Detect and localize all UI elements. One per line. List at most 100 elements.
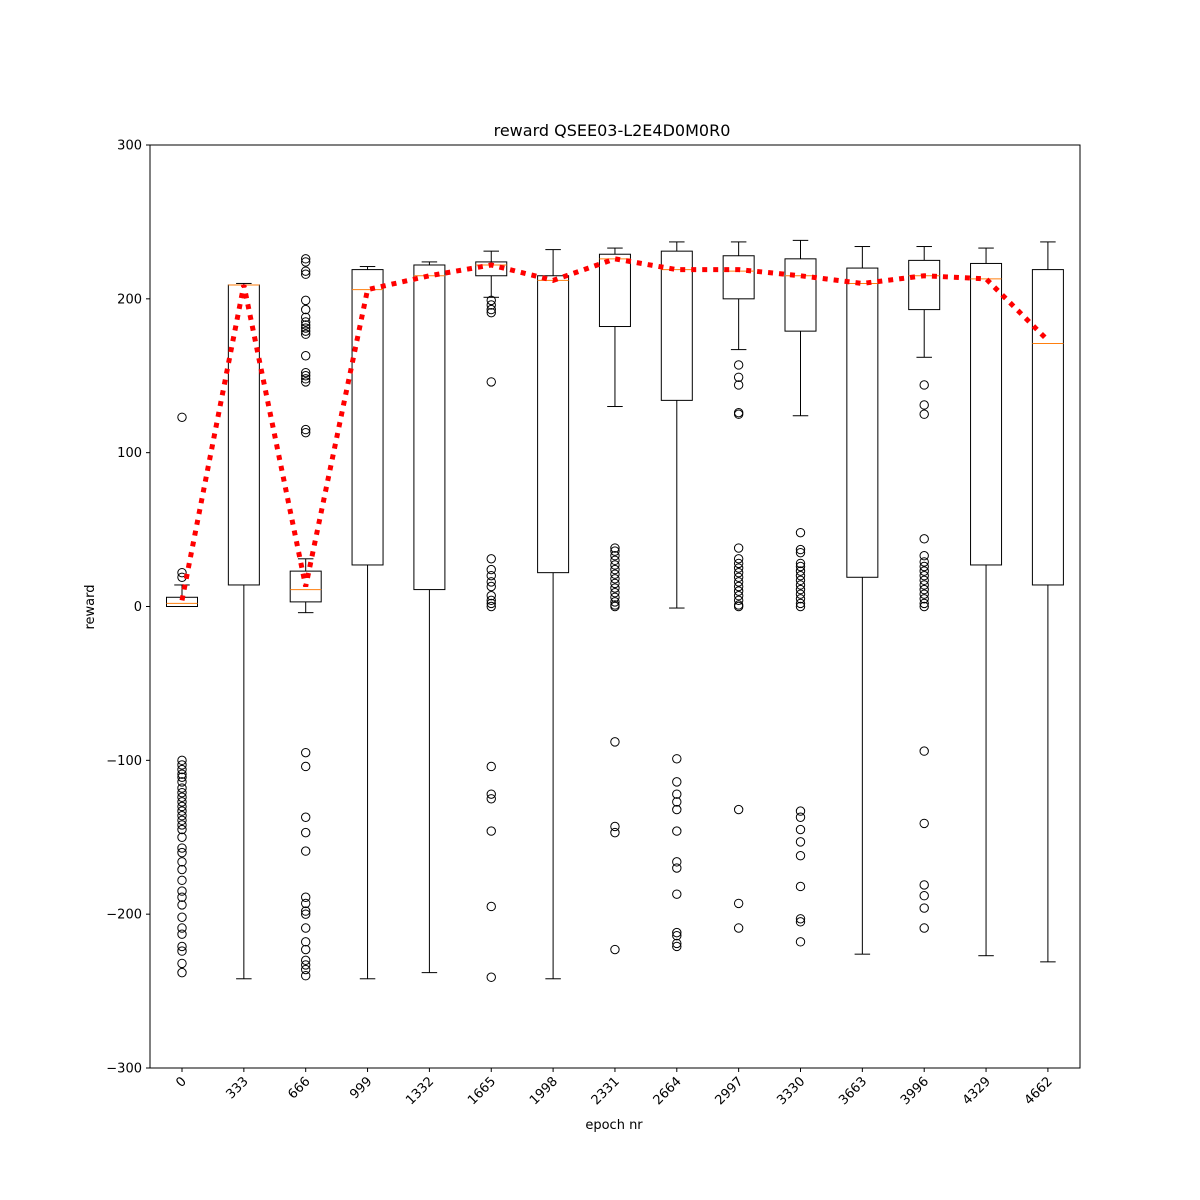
outlier-point <box>919 880 929 890</box>
outlier-point <box>610 592 620 602</box>
box <box>413 264 446 591</box>
outlier-point <box>177 412 187 422</box>
outlier-point <box>733 923 744 933</box>
outlier-point <box>610 546 620 556</box>
outlier-point <box>177 792 187 802</box>
outlier-point <box>795 594 806 604</box>
outlier-point <box>919 561 929 572</box>
box <box>908 259 941 311</box>
outlier-point <box>672 826 682 836</box>
outlier-point <box>486 581 496 592</box>
outlier-point <box>301 257 311 267</box>
outlier-point <box>301 892 311 902</box>
outlier-point <box>672 804 682 815</box>
outlier-point <box>919 903 929 913</box>
box <box>1031 269 1064 586</box>
outlier-point <box>486 761 496 772</box>
outlier-point <box>301 827 311 838</box>
outlier-point <box>672 857 682 867</box>
outlier-point <box>733 563 744 573</box>
outlier-point <box>919 534 929 544</box>
box <box>475 261 508 277</box>
outlier-point <box>177 929 187 939</box>
outlier-point <box>486 972 496 982</box>
outlier-point <box>301 367 311 378</box>
outlier-point <box>733 581 744 592</box>
outlier-point <box>301 964 311 975</box>
y-tick-label: −200 <box>106 908 142 923</box>
box <box>660 250 693 401</box>
outlier-point <box>177 772 187 782</box>
outlier-point <box>610 583 620 593</box>
outlier-point <box>301 254 311 264</box>
outlier-point <box>610 578 620 589</box>
outlier-point <box>177 967 187 978</box>
outlier-point <box>672 754 682 764</box>
outlier-point <box>610 564 620 575</box>
outlier-point <box>733 567 744 578</box>
y-tick-label: 100 <box>117 446 142 461</box>
outlier-point <box>177 760 187 770</box>
y-tick-label: −100 <box>106 754 142 769</box>
outlier-point <box>795 806 806 816</box>
outlier-point <box>795 547 806 558</box>
outlier-point <box>486 300 496 310</box>
outlier-point <box>672 931 682 941</box>
outlier-point <box>919 589 929 599</box>
outlier-point <box>919 584 929 595</box>
chart-title: reward QSEE03-L2E4D0M0R0 <box>494 121 731 140</box>
outlier-point <box>672 777 682 787</box>
outlier-point <box>610 587 620 598</box>
outlier-point <box>733 372 744 382</box>
outlier-point <box>301 846 311 856</box>
box <box>537 275 570 574</box>
outlier-point <box>177 864 187 875</box>
outlier-point <box>672 889 682 899</box>
outlier-point <box>177 847 187 858</box>
y-tick-label: 300 <box>117 139 142 154</box>
outlier-point <box>301 424 311 435</box>
outlier-point <box>301 960 311 970</box>
outlier-point <box>733 572 744 582</box>
outlier-point <box>301 971 311 981</box>
outlier-point <box>486 564 496 575</box>
box <box>598 253 631 328</box>
outlier-point <box>672 863 682 873</box>
outlier-point <box>177 941 187 952</box>
outlier-point <box>301 312 311 322</box>
outlier-point <box>177 811 187 821</box>
box <box>351 269 384 566</box>
outlier-point <box>486 577 496 587</box>
outlier-point <box>486 295 496 306</box>
outlier-point <box>177 832 187 842</box>
outlier-point <box>486 307 496 318</box>
outlier-point <box>795 917 806 927</box>
outlier-point <box>795 812 806 822</box>
outlier-point <box>919 409 929 419</box>
outlier-point <box>301 377 311 387</box>
outlier-point <box>919 380 929 390</box>
outlier-point <box>301 944 311 955</box>
outlier-point <box>795 837 806 847</box>
outlier-point <box>177 923 187 933</box>
outlier-point <box>795 571 806 581</box>
outlier-point <box>177 886 187 896</box>
outlier-point <box>795 527 806 538</box>
outlier-point <box>672 797 682 807</box>
outlier-point <box>177 912 187 922</box>
outlier-point <box>177 769 187 779</box>
outlier-point <box>301 906 311 916</box>
outlier-point <box>486 794 496 804</box>
outlier-point <box>301 812 311 822</box>
outlier-point <box>795 566 806 576</box>
outlier-point <box>177 958 187 969</box>
box <box>846 267 879 578</box>
outlier-point <box>733 380 744 390</box>
outlier-point <box>301 747 311 758</box>
outlier-point <box>301 317 311 327</box>
outlier-point <box>301 269 311 279</box>
outlier-point <box>610 560 620 570</box>
outlier-point <box>486 304 496 315</box>
outlier-point <box>795 589 806 599</box>
